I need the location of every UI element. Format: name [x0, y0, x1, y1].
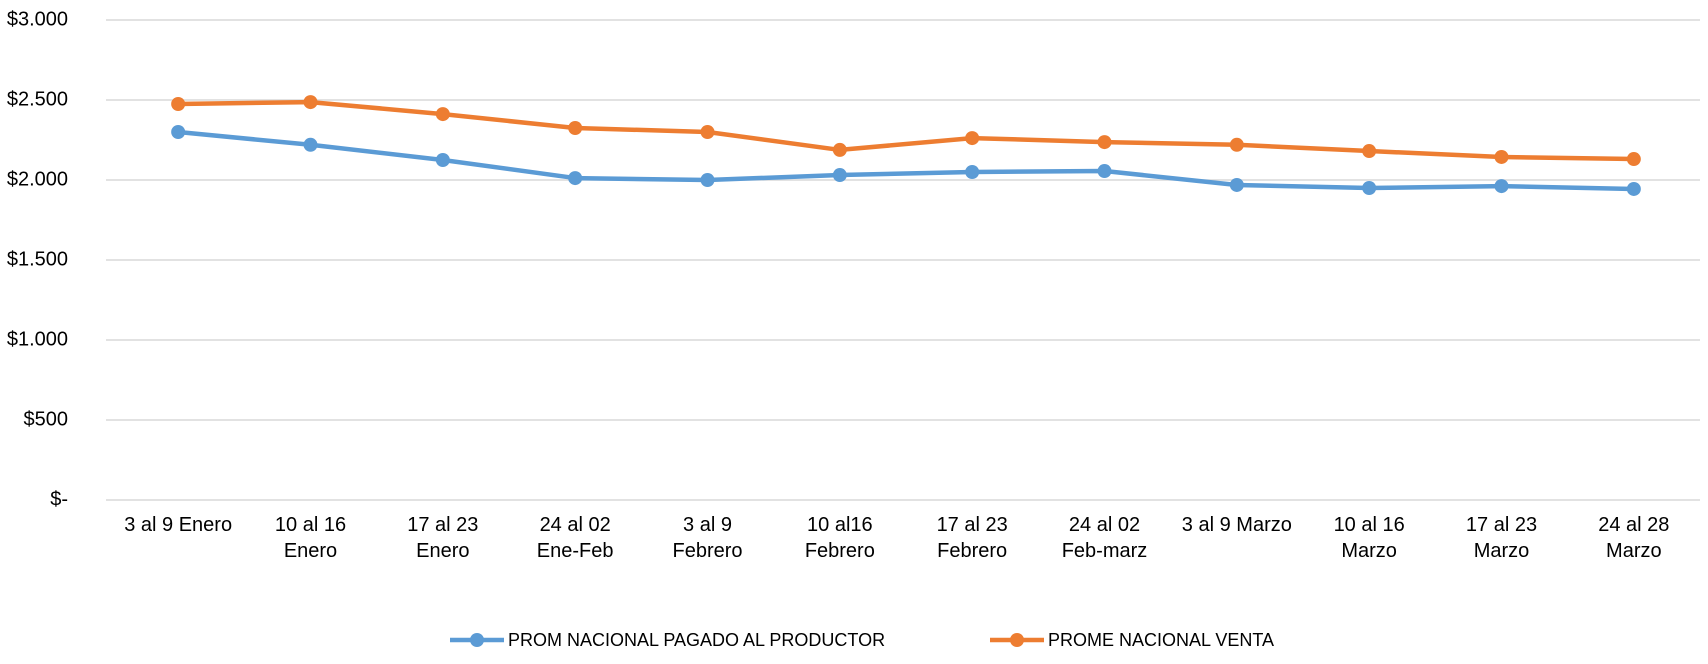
- legend-label: PROM NACIONAL PAGADO AL PRODUCTOR: [508, 630, 885, 650]
- x-tick-label: 17 al 23 Febrero: [936, 514, 1008, 562]
- x-tick-label: 24 al 02 Feb-marz: [1061, 514, 1148, 562]
- data-point: [1097, 164, 1112, 179]
- y-tick-label: $2.500: [7, 88, 68, 110]
- legend-marker: [1010, 633, 1024, 647]
- data-point: [965, 165, 980, 179]
- data-point: [1626, 152, 1641, 167]
- data-point: [832, 168, 847, 183]
- data-point: [1494, 149, 1509, 164]
- data-point: [1229, 137, 1244, 152]
- data-point: [1362, 144, 1377, 159]
- data-point: [965, 131, 980, 146]
- legend-marker: [470, 633, 484, 647]
- data-point: [171, 97, 186, 111]
- data-point: [1362, 181, 1377, 195]
- y-tick-label: $1.500: [7, 248, 68, 270]
- data-point: [1229, 177, 1244, 192]
- y-tick-label: $500: [24, 408, 69, 430]
- x-tick-label: 3 al 9 Enero: [124, 514, 233, 536]
- data-point: [832, 142, 847, 157]
- y-tick-label: $3.000: [7, 8, 68, 30]
- y-tick-label: $-: [50, 488, 68, 510]
- data-point: [1097, 135, 1112, 150]
- x-tick-label: 24 al 02 Ene-Feb: [536, 514, 614, 562]
- data-point: [435, 107, 450, 122]
- y-tick-label: $2.000: [7, 168, 68, 190]
- x-tick-label: 17 al 23 Enero: [407, 514, 479, 562]
- x-tick-label: 10 al 16 Enero: [274, 514, 347, 562]
- x-tick-label: 24 al 28 Marzo: [1598, 514, 1670, 562]
- data-point: [435, 153, 450, 167]
- data-point: [303, 137, 318, 152]
- series-line: [177, 129, 1634, 192]
- x-tick-label: 3 al 9 Febrero: [672, 514, 743, 562]
- data-point: [700, 173, 715, 187]
- x-tick-label: 17 al 23 Marzo: [1465, 514, 1538, 562]
- data-point: [1626, 181, 1641, 196]
- y-tick-label: $1.000: [7, 328, 68, 350]
- data-point: [700, 125, 715, 139]
- data-point: [568, 121, 583, 135]
- data-point: [303, 95, 318, 110]
- data-point: [568, 171, 583, 186]
- data-point: [1494, 179, 1509, 194]
- series-line: [178, 99, 1634, 162]
- x-tick-label: 3 al 9 Marzo: [1181, 514, 1292, 536]
- legend-label: PROME NACIONAL VENTA: [1048, 630, 1274, 650]
- x-tick-label: 10 al 16 Marzo: [1333, 514, 1405, 562]
- data-point: [171, 125, 186, 139]
- x-tick-label: 10 al16 Febrero: [804, 514, 875, 562]
